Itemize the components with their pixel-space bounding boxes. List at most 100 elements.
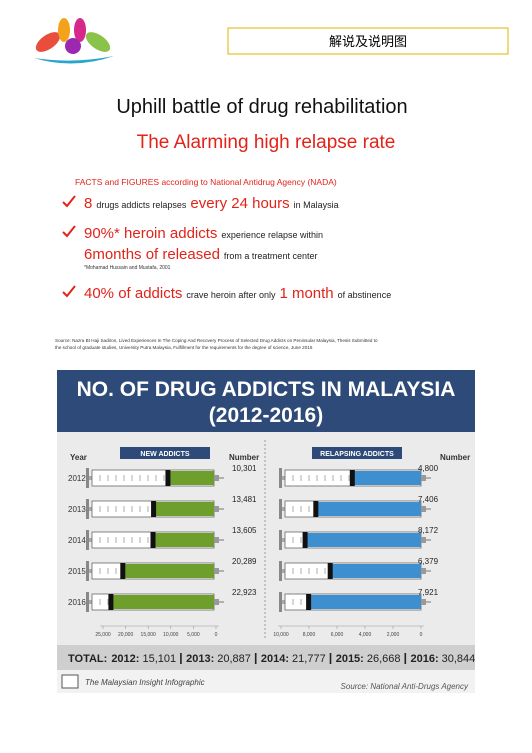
year-label: 2016 [68, 598, 86, 607]
totals-label: TOTAL: [68, 653, 107, 665]
number-heading: Number [440, 453, 470, 462]
plunger-handle [279, 561, 282, 581]
source-line: the school of graduate studies, Universi… [55, 345, 313, 350]
needle-hub [421, 537, 426, 543]
x-tick-label: 8,000 [303, 632, 316, 638]
plunger-stopper [327, 563, 333, 579]
fact-text: 90%* heroin addicts [84, 225, 217, 242]
needle-hub [421, 475, 426, 481]
needle-hub [421, 506, 426, 512]
plunger-stopper [150, 532, 156, 548]
plunger-handle [279, 530, 282, 550]
x-tick-label: 20,000 [118, 632, 134, 638]
fact-text: from a treatment center [224, 251, 318, 261]
syringe-fill [154, 533, 214, 547]
header-box [227, 27, 509, 55]
number-heading: Number [229, 453, 259, 462]
syringe-fill [124, 564, 214, 578]
plunger-rod [282, 507, 285, 511]
fact-text: experience relapse within [221, 230, 323, 240]
syringe-fill [353, 471, 421, 485]
totals-year: 2012: [111, 653, 139, 665]
x-tick-label: 0 [420, 632, 423, 638]
plunger-handle [279, 592, 282, 612]
plunger-rod [89, 538, 92, 542]
x-tick-label: 2,000 [387, 632, 400, 638]
fact-note: *Mohamad Hussain and Mustafa, 2001 [84, 265, 171, 271]
panel-title: RELAPSING ADDICTS [320, 451, 394, 458]
totals-year: 2015: [336, 653, 364, 665]
needle-hub [421, 568, 426, 574]
syringe-fill [169, 471, 214, 485]
value-label: 4,800 [418, 464, 439, 473]
plunger-rod [282, 538, 285, 542]
syringe-fill [112, 595, 214, 609]
plunger-stopper [302, 532, 308, 548]
plunger-stopper [165, 470, 171, 486]
x-tick-label: 10,000 [163, 632, 179, 638]
year-label: 2012 [68, 474, 86, 483]
panel-title-box [120, 447, 210, 459]
fact-text: 6months of released [84, 246, 220, 263]
value-label: 22,923 [232, 588, 257, 597]
value-label: 20,289 [232, 557, 257, 566]
panels: 2012 2013 2014 2015 2016 NEW ADDICTS 10,301 13,… [68, 447, 439, 638]
fact-text: crave heroin after only [186, 290, 276, 300]
fact-text: in Malaysia [294, 200, 339, 210]
infographic-header [57, 370, 475, 432]
logo [34, 18, 114, 64]
plunger-handle [86, 530, 89, 550]
value-label: 10,301 [232, 464, 257, 473]
facts-heading: FACTS and FIGURES according to National … [75, 177, 337, 187]
x-tick-label: 4,000 [359, 632, 372, 638]
plunger-rod [89, 476, 92, 480]
totals-value: 30,844 [442, 653, 476, 665]
year-label: 2014 [68, 536, 86, 545]
value-label: 6,379 [418, 557, 439, 566]
x-tick-label: 6,000 [331, 632, 344, 638]
needle-hub [214, 568, 219, 574]
footer-right: Source: National Anti-Drugs Agency [341, 682, 469, 691]
fact-text: of abstinence [338, 290, 392, 300]
totals-separator [404, 653, 407, 664]
year-label: 2013 [68, 505, 86, 514]
value-label: 7,921 [418, 588, 439, 597]
totals-separator [329, 653, 332, 664]
footer-left: The Malaysian Insight Infographic [85, 678, 205, 687]
x-tick-label: 5,000 [187, 632, 200, 638]
totals-separator [254, 653, 257, 664]
x-tick-label: 25,000 [95, 632, 111, 638]
plunger-rod [89, 600, 92, 604]
infographic-title: NO. OF DRUG ADDICTS IN MALAYSIA [77, 378, 456, 401]
header-label: 解说及说明图 [329, 34, 407, 49]
x-tick-label: 15,000 [141, 632, 157, 638]
totals-value: 21,777 [292, 653, 326, 665]
plunger-stopper [120, 563, 126, 579]
panel-title-box [312, 447, 402, 459]
facts-list: 8 drugs addicts relapses every 24 hours in … [62, 195, 392, 302]
plunger-handle [86, 468, 89, 488]
fact-text: 1 month [279, 285, 333, 302]
x-tick-label: 10,000 [273, 632, 289, 638]
year-label: 2015 [68, 567, 86, 576]
plunger-rod [89, 507, 92, 511]
totals-separator [180, 653, 182, 664]
plunger-rod [282, 569, 285, 573]
plunger-handle [86, 592, 89, 612]
checkmark [62, 195, 76, 208]
checkmark [62, 285, 76, 298]
plunger-handle [279, 499, 282, 519]
plunger-rod [282, 600, 285, 604]
panel-title: NEW ADDICTS [140, 451, 189, 458]
fact-text: 40% of addicts [84, 285, 182, 302]
needle-hub [421, 599, 426, 605]
totals-value: 26,668 [367, 653, 401, 665]
syringe-fill [310, 595, 421, 609]
totals-year: 2014: [261, 653, 289, 665]
totals-year: 2016: [411, 653, 439, 665]
source-line: Source: Nazra Bt Haji Sadiron, Lived Exp… [55, 338, 378, 343]
title: Uphill battle of drug rehabilitation [116, 96, 407, 118]
fact-text: every 24 hours [190, 195, 289, 212]
year-heading: Year [70, 453, 87, 462]
